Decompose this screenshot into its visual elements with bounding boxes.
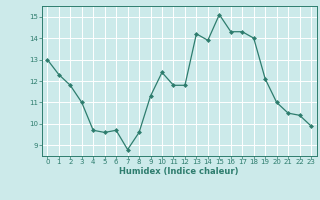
X-axis label: Humidex (Indice chaleur): Humidex (Indice chaleur) [119, 167, 239, 176]
